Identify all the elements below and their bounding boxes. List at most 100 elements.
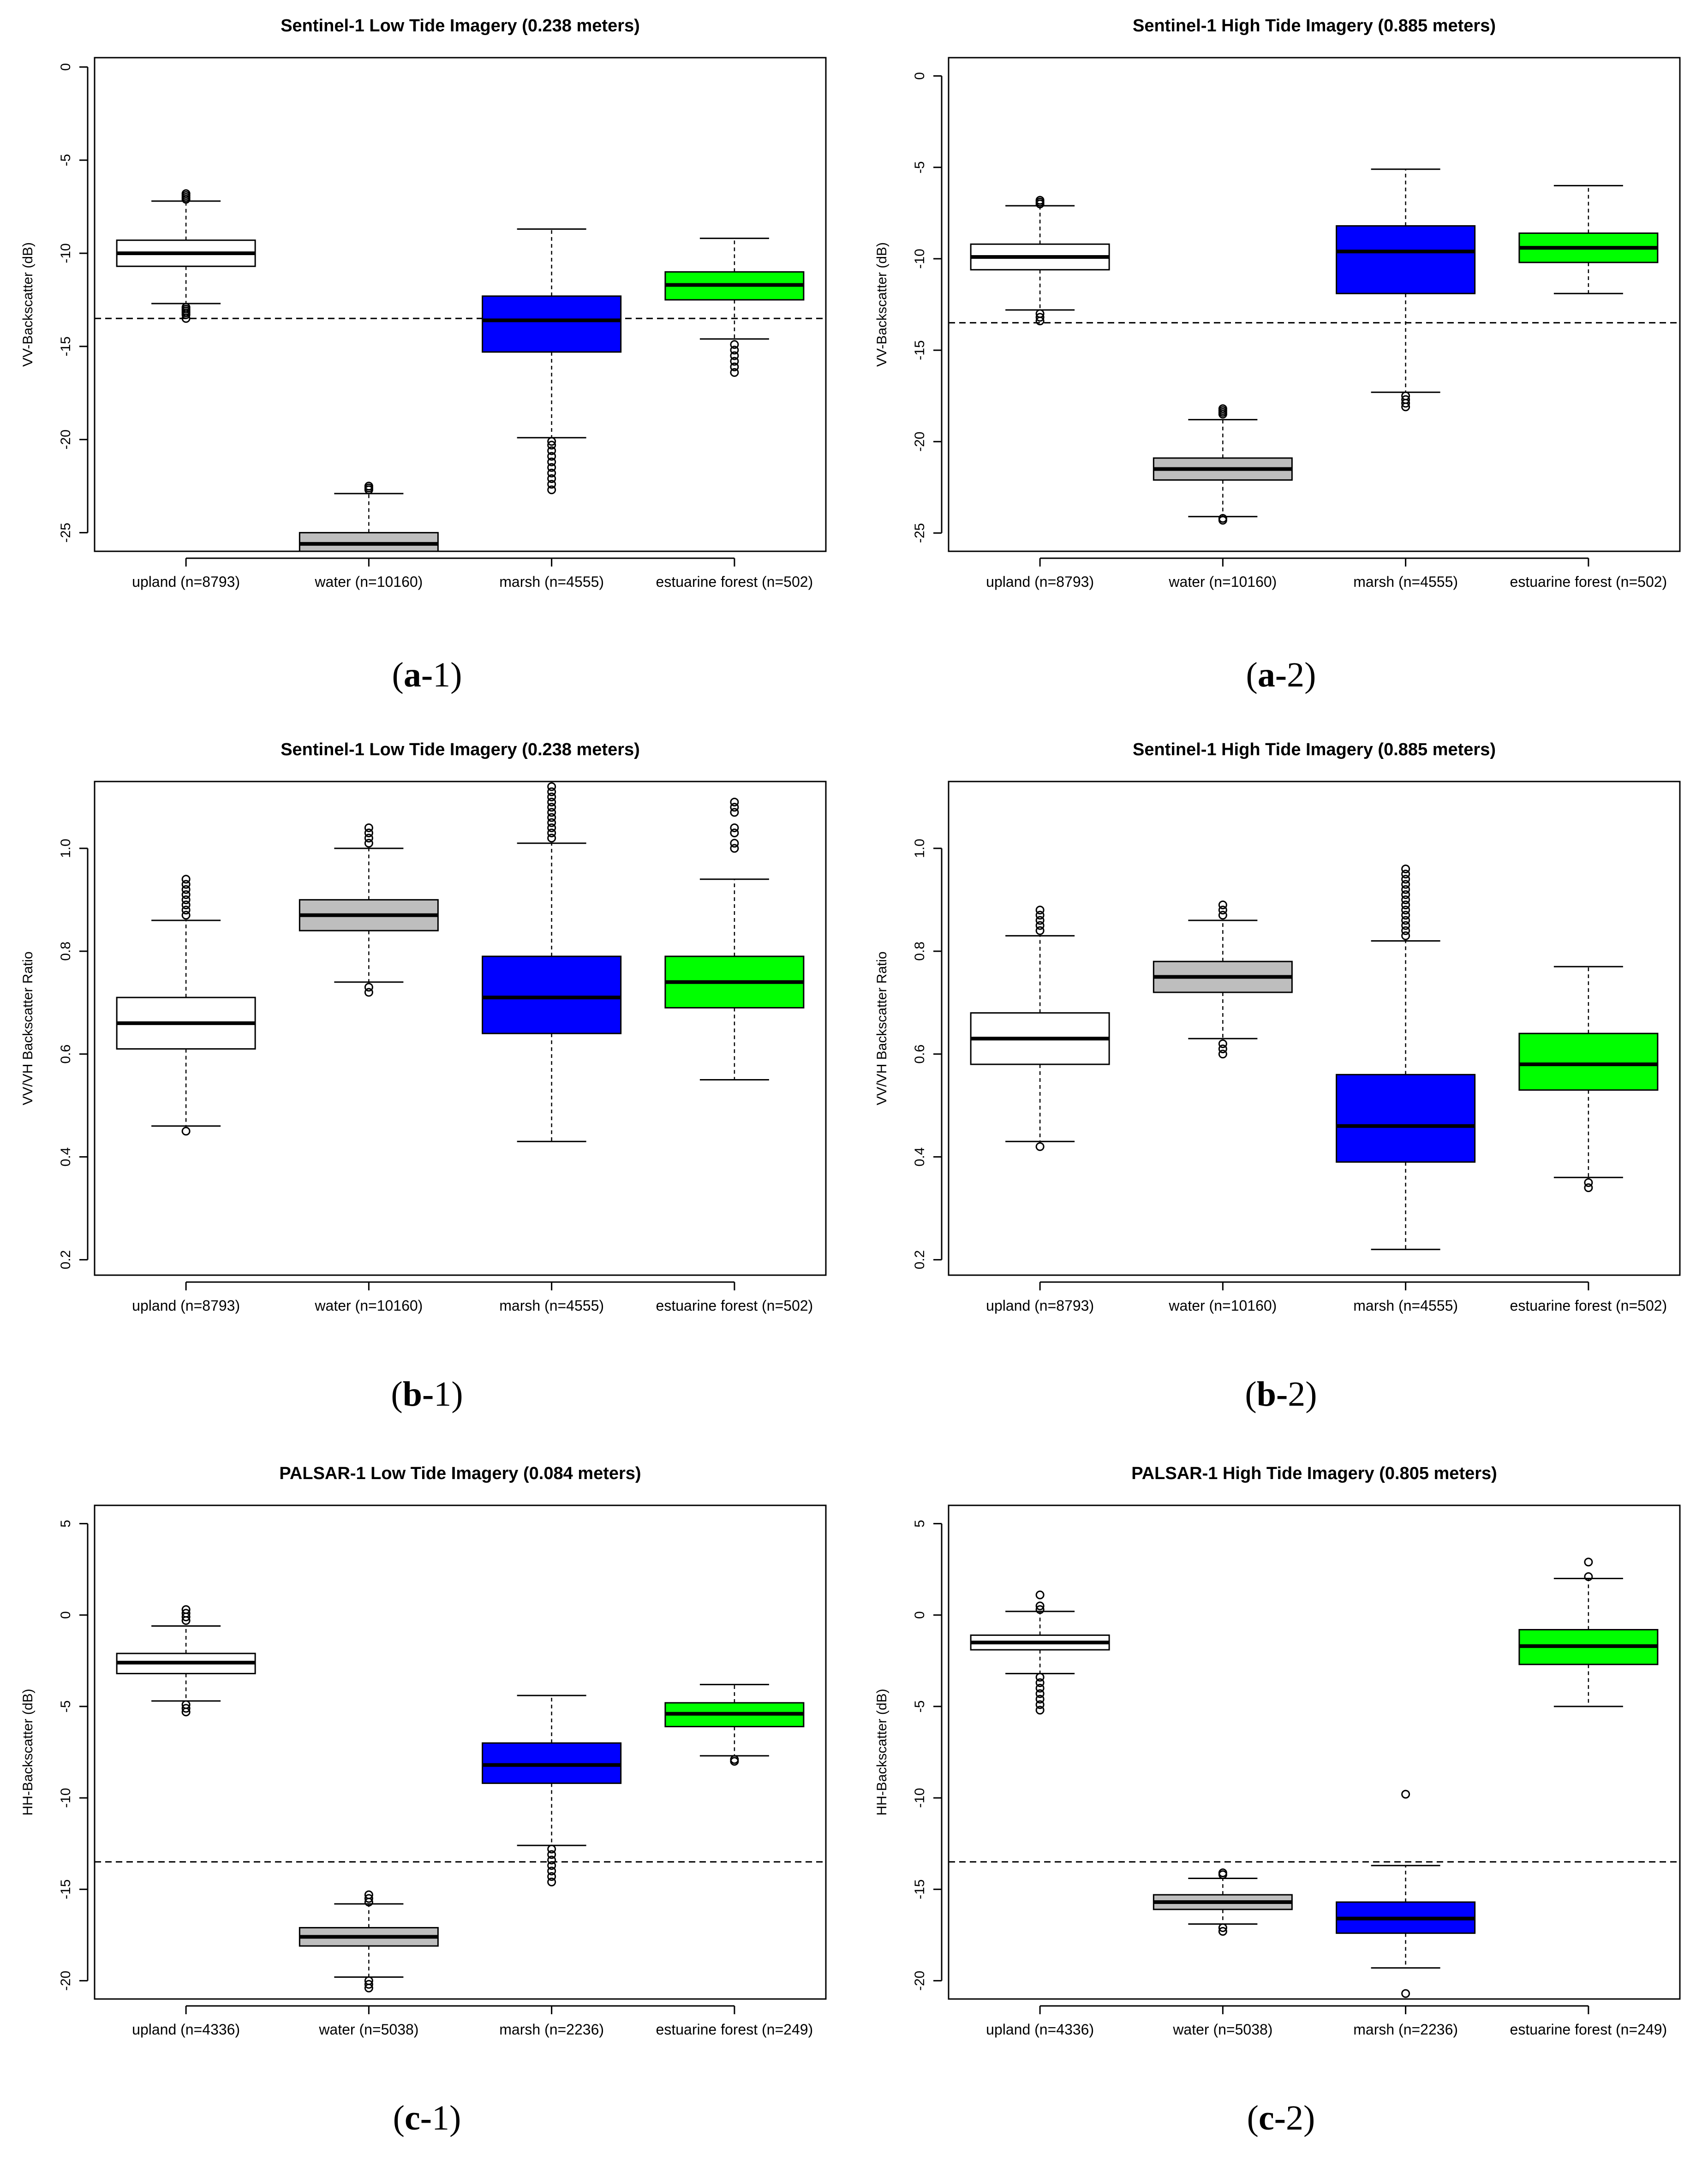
y-tick-label: 5: [912, 1520, 927, 1528]
y-tick-label: 0: [912, 72, 927, 80]
outlier-point-marsh: [1401, 875, 1410, 884]
y-tick-label: -10: [58, 1788, 73, 1808]
outlier-point-estuarine-forest: [730, 340, 739, 349]
outlier-point-water: [364, 823, 373, 832]
outlier-point-upland: [181, 314, 191, 323]
outlier-point-marsh: [547, 1872, 556, 1881]
outlier-point-upland: [1035, 906, 1045, 915]
outlier-point-water: [1218, 911, 1227, 920]
outlier-point-upland: [1035, 911, 1045, 920]
outlier-point-upland: [181, 1127, 191, 1136]
x-tick-label: water (n=10160): [314, 1297, 423, 1314]
x-tick-label: marsh (n=2236): [499, 2021, 604, 2038]
outlier-point-marsh: [547, 1861, 556, 1870]
outlier-point-estuarine-forest: [730, 362, 739, 371]
y-tick-label: 0: [58, 63, 73, 71]
outlier-point-marsh: [1401, 870, 1410, 879]
outlier-point-marsh: [1401, 921, 1410, 930]
y-tick-label: 0.4: [58, 1147, 73, 1167]
x-tick-label: upland (n=4336): [986, 2021, 1094, 2038]
outlier-point-marsh: [547, 1856, 556, 1865]
caption-b-2: (b-2): [1245, 1375, 1317, 1414]
outlier-point-estuarine-forest: [730, 346, 739, 355]
outlier-point-marsh: [547, 834, 556, 843]
outlier-point-estuarine-forest: [1584, 1557, 1593, 1567]
outlier-point-marsh: [1401, 906, 1410, 915]
plot-frame: [94, 57, 827, 552]
y-tick-label: -20: [912, 1971, 927, 1991]
outlier-point-water: [1218, 906, 1227, 915]
chart-title: Sentinel-1 High Tide Imagery (0.885 mete…: [1133, 16, 1496, 36]
outlier-point-water: [1218, 1923, 1227, 1932]
x-tick-label: upland (n=4336): [132, 2021, 240, 2038]
y-tick-label: -10: [58, 243, 73, 263]
chart-title: Sentinel-1 High Tide Imagery (0.885 mete…: [1133, 740, 1496, 759]
outlier-point-marsh: [547, 485, 556, 495]
x-tick-label: water (n=5038): [318, 2021, 418, 2038]
x-tick-label: upland (n=8793): [132, 573, 240, 590]
chart-panel-b-1: Sentinel-1 Low Tide Imagery (0.238 meter…: [0, 724, 854, 1448]
y-tick-label: 0: [912, 1611, 927, 1619]
x-tick-label: upland (n=8793): [132, 1297, 240, 1314]
x-tick-label: estuarine forest (n=502): [656, 573, 813, 590]
outlier-point-upland: [181, 1609, 191, 1618]
outlier-point-marsh: [547, 808, 556, 817]
outlier-point-upland: [181, 880, 191, 889]
y-tick-label: -20: [912, 432, 927, 452]
boxplot-a-1: Sentinel-1 Low Tide Imagery (0.238 meter…: [20, 16, 827, 590]
outlier-point-marsh: [1401, 880, 1410, 889]
x-tick-label: water (n=5038): [1172, 2021, 1272, 2038]
plot-frame: [94, 1504, 827, 2000]
y-tick-label: 0: [58, 1611, 73, 1619]
outlier-point-marsh: [547, 1844, 556, 1854]
outlier-point-marsh: [1401, 890, 1410, 899]
outlier-point-upland: [1035, 1601, 1045, 1611]
boxplot-b-2: Sentinel-1 High Tide Imagery (0.885 mete…: [874, 740, 1681, 1314]
chart-title: PALSAR-1 Low Tide Imagery (0.084 meters): [279, 1464, 641, 1483]
outlier-point-marsh: [547, 803, 556, 812]
outlier-point-estuarine-forest: [1584, 1183, 1593, 1193]
outlier-point-marsh: [1401, 864, 1410, 873]
outlier-point-marsh: [547, 1850, 556, 1859]
outlier-point-water: [364, 834, 373, 843]
outlier-point-marsh: [547, 437, 556, 446]
outlier-point-marsh: [547, 828, 556, 837]
outlier-point-estuarine-forest: [730, 839, 739, 848]
outlier-point-estuarine-forest: [730, 828, 739, 837]
outlier-point-upland: [181, 195, 191, 204]
outlier-point-upland: [181, 890, 191, 899]
outlier-point-marsh: [1401, 926, 1410, 935]
x-tick-label: upland (n=8793): [986, 573, 1094, 590]
outlier-point-marsh: [547, 798, 556, 807]
outlier-point-estuarine-forest: [730, 844, 739, 853]
outlier-point-marsh: [547, 1877, 556, 1886]
chart-panel-c-2: PALSAR-1 High Tide Imagery (0.805 meters…: [854, 1448, 1708, 2172]
outlier-point-upland: [181, 1605, 191, 1614]
y-tick-label: -5: [912, 1701, 927, 1713]
outlier-point-water: [1218, 410, 1227, 419]
y-tick-label: 0.2: [58, 1250, 73, 1270]
boxplot-b-1: Sentinel-1 Low Tide Imagery (0.238 meter…: [20, 740, 827, 1314]
chart-panel-c-1: PALSAR-1 Low Tide Imagery (0.084 meters)…: [0, 1448, 854, 2172]
outlier-point-water: [364, 1980, 373, 1989]
outlier-point-water: [1218, 516, 1227, 525]
outlier-point-marsh: [547, 1867, 556, 1876]
outlier-point-upland: [181, 310, 191, 319]
outlier-point-estuarine-forest: [730, 1757, 739, 1766]
box-marsh: [482, 295, 622, 353]
outlier-point-upland: [181, 911, 191, 920]
caption-a-1: (a-1): [392, 656, 462, 694]
outlier-point-upland: [181, 906, 191, 915]
outlier-point-upland: [1035, 926, 1045, 935]
outlier-point-upland: [1035, 313, 1045, 322]
y-tick-label: -20: [58, 1971, 73, 1991]
outlier-point-water: [1218, 1870, 1227, 1880]
outlier-point-water: [1218, 901, 1227, 909]
outlier-point-marsh: [547, 468, 556, 477]
y-axis-label: HH-Backscatter (dB): [20, 1689, 36, 1815]
outlier-point-marsh: [547, 818, 556, 827]
outlier-point-upland: [1035, 1678, 1045, 1687]
y-axis-label: VV-Backscatter (dB): [20, 242, 36, 367]
outlier-point-water: [364, 988, 373, 997]
outlier-point-marsh: [547, 441, 556, 450]
